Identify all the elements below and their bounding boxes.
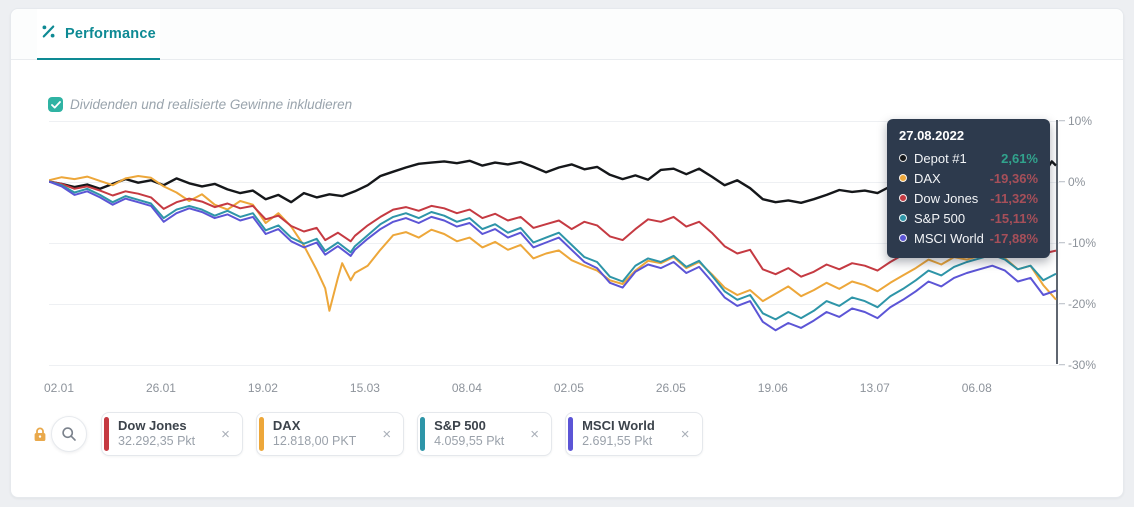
tooltip-row: DAX -19,36% <box>899 168 1038 188</box>
performance-card: Performance Dividenden und realisierte G… <box>10 8 1124 498</box>
tab-performance-label: Performance <box>65 25 156 42</box>
x-axis-label: 26.05 <box>655 381 686 395</box>
tooltip-series-name: MSCI World <box>914 230 984 246</box>
chip-color-bar <box>258 417 264 451</box>
series-line-msci-world <box>49 180 1057 332</box>
gridline--20% <box>49 303 1065 305</box>
y-tick-mark <box>1059 303 1065 304</box>
series-marker-icon <box>899 174 907 182</box>
tooltip-series-name: Depot #1 <box>914 150 967 166</box>
tooltip-series-name: Dow Jones <box>914 190 979 206</box>
chip-close-icon[interactable]: × <box>221 425 230 443</box>
chip-name: DAX <box>272 418 301 434</box>
chip-color-bar <box>568 417 574 451</box>
x-axis-label: 08.04 <box>451 381 482 395</box>
tooltip-row: S&P 500 -15,11% <box>899 208 1038 228</box>
magnifier-icon <box>62 427 76 441</box>
benchmark-chip-msci-world[interactable]: MSCI World 2.691,55 Pkt × <box>565 412 703 456</box>
chip-value: 2.691,55 Pkt <box>582 434 653 449</box>
benchmark-chips-row: Dow Jones 32.292,35 Pkt × DAX 12.818,00 PKT ×… <box>33 412 1103 456</box>
chip-color-bar <box>104 417 109 451</box>
tooltip-series-name: DAX <box>914 170 941 186</box>
x-axis-label: 19.02 <box>247 381 278 395</box>
chart-tooltip: 27.08.2022 Depot #1 2,61% DAX -19,36% Dow Jo… <box>887 119 1050 258</box>
x-axis-label: 06.08 <box>961 381 992 395</box>
y-tick-mark <box>1059 364 1065 365</box>
benchmark-chip-dow-jones[interactable]: Dow Jones 32.292,35 Pkt × <box>101 412 243 456</box>
dividends-option-row: Dividenden und realisierte Gewinne inklu… <box>48 97 352 112</box>
percent-icon <box>41 24 56 44</box>
series-marker-icon <box>899 154 907 162</box>
tooltip-row: Dow Jones -11,32% <box>899 188 1038 208</box>
chip-close-icon[interactable]: × <box>382 425 392 443</box>
tooltip-row: Depot #1 2,61% <box>899 148 1038 168</box>
zoom-search-button[interactable] <box>51 416 87 452</box>
tooltip-series-value: 2,61% <box>1001 150 1038 166</box>
series-marker-icon <box>899 234 907 242</box>
tooltip-series-name: S&P 500 <box>914 210 966 226</box>
y-axis-label: -30% <box>1059 358 1096 372</box>
series-marker-icon <box>899 194 907 202</box>
y-axis-label: 10% <box>1059 114 1092 128</box>
y-tick-mark <box>1059 181 1065 182</box>
tab-performance[interactable]: Performance <box>37 9 160 60</box>
tooltip-series-value: -19,36% <box>989 170 1038 186</box>
chip-color-bar <box>420 417 426 451</box>
dividends-checkbox[interactable] <box>48 97 63 112</box>
tooltip-date: 27.08.2022 <box>899 128 965 143</box>
tooltip-series-value: -11,32% <box>990 190 1038 206</box>
chip-name: MSCI World <box>582 418 655 434</box>
chip-close-icon[interactable]: × <box>680 425 690 443</box>
card-tab-bar: Performance <box>11 9 1123 60</box>
y-axis-label: -20% <box>1059 297 1096 311</box>
y-tick-mark <box>1059 120 1065 121</box>
series-line-dow-jones <box>49 180 1057 278</box>
tooltip-series-value: -17,88% <box>989 230 1038 246</box>
benchmark-chip-s-p-500[interactable]: S&P 500 4.059,55 Pkt × <box>417 412 553 456</box>
chip-name: Dow Jones <box>118 418 187 434</box>
series-marker-icon <box>899 214 907 222</box>
x-axis-label: 15.03 <box>349 381 380 395</box>
y-axis-label: 0% <box>1059 175 1085 189</box>
chip-close-icon[interactable]: × <box>530 425 540 443</box>
chip-value: 4.059,55 Pkt <box>434 434 505 449</box>
y-tick-mark <box>1059 242 1065 243</box>
tooltip-row: MSCI World -17,88% <box>899 228 1038 248</box>
x-axis-label: 19.06 <box>757 381 788 395</box>
tooltip-series-value: -15,11% <box>990 210 1038 226</box>
series-line-s-p-500 <box>49 180 1057 321</box>
chip-name: S&P 500 <box>434 418 486 434</box>
performance-chart[interactable]: 10% 0% -10% -20% -30% 02.01 26.01 19.02 15.03 08… <box>11 113 1123 409</box>
y-axis-label: -10% <box>1059 236 1096 250</box>
gridline--10% <box>49 242 1065 244</box>
gridline--30% <box>49 364 1065 366</box>
gridline-0% <box>49 181 1065 183</box>
x-axis-label: 13.07 <box>859 381 890 395</box>
gridline-10% <box>49 120 1065 122</box>
chip-value: 12.818,00 PKT <box>272 434 357 449</box>
dividends-checkbox-label: Dividenden und realisierte Gewinne inklu… <box>70 97 353 112</box>
chart-crosshair <box>1056 120 1058 364</box>
benchmark-chip-dax[interactable]: DAX 12.818,00 PKT × <box>255 412 405 456</box>
series-line-dax <box>49 175 1057 312</box>
x-axis-label: 02.01 <box>43 381 75 395</box>
x-axis-label: 26.01 <box>145 381 176 395</box>
lock-icon <box>33 427 47 442</box>
x-axis-label: 02.05 <box>553 381 584 395</box>
chip-value: 32.292,35 Pkt <box>118 434 196 449</box>
